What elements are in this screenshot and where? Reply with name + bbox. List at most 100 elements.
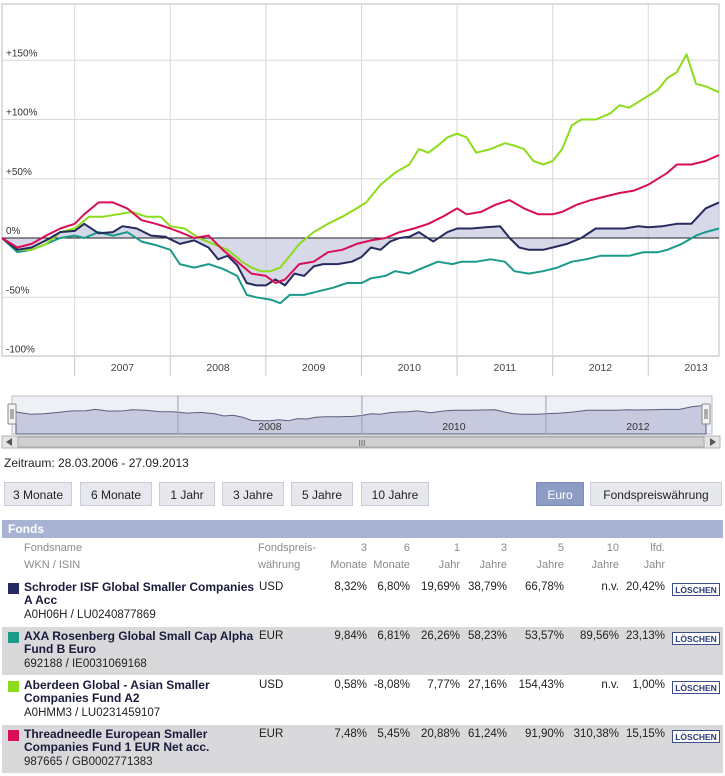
scrollbar-grip: III [359, 439, 366, 448]
perf-1y: 19,69% [420, 581, 460, 593]
x-tick-label: 2012 [589, 362, 613, 374]
header-1y-2: Jahr [438, 559, 460, 571]
header-ytd-2: Jahr [643, 559, 665, 571]
scroll-right-arrow-icon[interactable] [710, 438, 716, 446]
perf-10y: 310,38% [573, 728, 619, 740]
navigator-tick-label: 2008 [258, 421, 282, 433]
fund-currency: EUR [259, 728, 284, 740]
header-currency-2: währung [258, 559, 301, 571]
perf-ytd: 20,42% [625, 581, 665, 593]
perf-6m: -8,08% [373, 679, 410, 691]
series-color-swatch [8, 632, 19, 643]
perf-6m: 6,80% [377, 581, 410, 593]
header-6m: 6 [403, 542, 410, 554]
range-button-3m[interactable]: 3 Monate [4, 482, 72, 506]
chart-svg: +150% +100% +50% 0% -50% -100% 2007 2008 2009 201… [1, 3, 721, 449]
x-tick-label: 2011 [494, 362, 517, 374]
header-ytd: lfd. [650, 542, 665, 554]
series-line [1, 201, 720, 287]
header-3y-2: Jahre [479, 559, 507, 571]
range-button-5y[interactable]: 5 Jahre [291, 482, 353, 506]
fund-currency: USD [259, 679, 284, 691]
fund-name: AXA Rosenberg Global Small Cap Alpha Fun… [24, 629, 254, 656]
fund-isin: 692188 / IE0031069168 [24, 658, 147, 670]
perf-6m: 5,45% [377, 728, 410, 740]
x-tick-label: 2013 [684, 362, 708, 374]
delete-button[interactable]: LÖSCHEN [672, 583, 720, 596]
header-5y: 5 [557, 542, 564, 554]
perf-6m: 6,81% [377, 630, 410, 642]
fund-currency: USD [259, 581, 284, 593]
fund-name: Aberdeen Global - Asian Smaller Companie… [24, 678, 210, 705]
currency-button-euro[interactable]: Euro [536, 482, 584, 506]
header-name: Fondsname [24, 542, 83, 554]
delete-button[interactable]: LÖSCHEN [672, 730, 720, 743]
period-label: Zeitraum: 28.03.2006 - 27.09.2013 [4, 456, 189, 470]
range-button-6m[interactable]: 6 Monate [80, 482, 152, 506]
scroll-left-arrow-icon[interactable] [6, 438, 12, 446]
currency-button-fund[interactable]: Fondspreiswährung [590, 482, 722, 506]
perf-ytd: 15,15% [625, 728, 665, 740]
fund-name: Schroder ISF Global Smaller Companies A … [24, 580, 255, 607]
perf-1y: 20,88% [420, 728, 460, 740]
fund-isin: 987665 / GB0002771383 [24, 756, 153, 768]
range-button-3y[interactable]: 3 Jahre [222, 482, 284, 506]
header-3y: 3 [500, 542, 507, 554]
series-line [1, 53, 720, 273]
perf-3m: 0,58% [334, 679, 367, 691]
header-10y-2: Jahre [591, 559, 619, 571]
range-button-10y[interactable]: 10 Jahre [361, 482, 429, 506]
fund-name: Threadneedle European Smaller Companies … [24, 727, 210, 754]
series-color-swatch [8, 583, 19, 594]
navigator-handle-left[interactable] [7, 403, 17, 425]
perf-5y: 91,90% [524, 728, 564, 740]
x-tick-label: 2007 [111, 362, 135, 374]
perf-1y: 7,77% [427, 679, 460, 691]
header-isin: WKN / ISIN [24, 559, 81, 571]
header-currency: Fondspreis- [258, 542, 317, 554]
y-tick-label: +50% [6, 167, 32, 178]
table-row: Threadneedle European Smaller Companies … [2, 725, 723, 773]
series-line [1, 227, 720, 305]
series-line [1, 154, 720, 284]
y-tick-label: -50% [6, 285, 29, 296]
table-row: AXA Rosenberg Global Small Cap Alpha Fun… [2, 627, 723, 675]
perf-5y: 53,57% [524, 630, 564, 642]
perf-10y: 89,56% [579, 630, 619, 642]
table-header: Fondsname WKN / ISIN Fondspreis- währung… [2, 540, 723, 576]
delete-button[interactable]: LÖSCHEN [672, 632, 720, 645]
header-1y: 1 [453, 542, 460, 554]
x-tick-label: 2010 [398, 362, 422, 374]
y-tick-label: -100% [6, 345, 35, 356]
navigator-tick-label: 2010 [442, 421, 466, 433]
perf-3y: 58,23% [467, 630, 507, 642]
series-color-swatch [8, 681, 19, 692]
header-6m-2: Monate [373, 559, 410, 571]
header-10y: 10 [606, 542, 619, 554]
perf-3y: 38,79% [467, 581, 507, 593]
navigator-handle-right[interactable] [701, 403, 711, 425]
range-button-1y[interactable]: 1 Jahr [159, 482, 215, 506]
table-row: Aberdeen Global - Asian Smaller Companie… [2, 676, 723, 724]
perf-1y: 26,26% [420, 630, 460, 642]
perf-3m: 8,32% [334, 581, 367, 593]
scrollbar-thumb[interactable] [17, 436, 705, 448]
fund-isin: A0H06H / LU0240877869 [24, 609, 156, 621]
plot-area [1, 3, 720, 357]
y-tick-label: +150% [6, 48, 38, 59]
header-3m: 3 [360, 542, 367, 554]
delete-button[interactable]: LÖSCHEN [672, 681, 720, 694]
fund-isin: A0HMM3 / LU0231459107 [24, 707, 161, 719]
perf-ytd: 23,13% [625, 630, 665, 642]
perf-5y: 66,78% [524, 581, 564, 593]
navigator-tick-label: 2012 [626, 421, 650, 433]
perf-10y: n.v. [601, 679, 619, 691]
perf-10y: n.v. [601, 581, 619, 593]
perf-3y: 61,24% [467, 728, 507, 740]
header-5y-2: Jahre [536, 559, 564, 571]
performance-chart: +150% +100% +50% 0% -50% -100% 2007 2008 2009 201… [1, 3, 721, 449]
perf-3y: 27,16% [467, 679, 507, 691]
fund-currency: EUR [259, 630, 284, 642]
table-row: Schroder ISF Global Smaller Companies A … [2, 578, 723, 626]
x-tick-label: 2009 [302, 362, 326, 374]
